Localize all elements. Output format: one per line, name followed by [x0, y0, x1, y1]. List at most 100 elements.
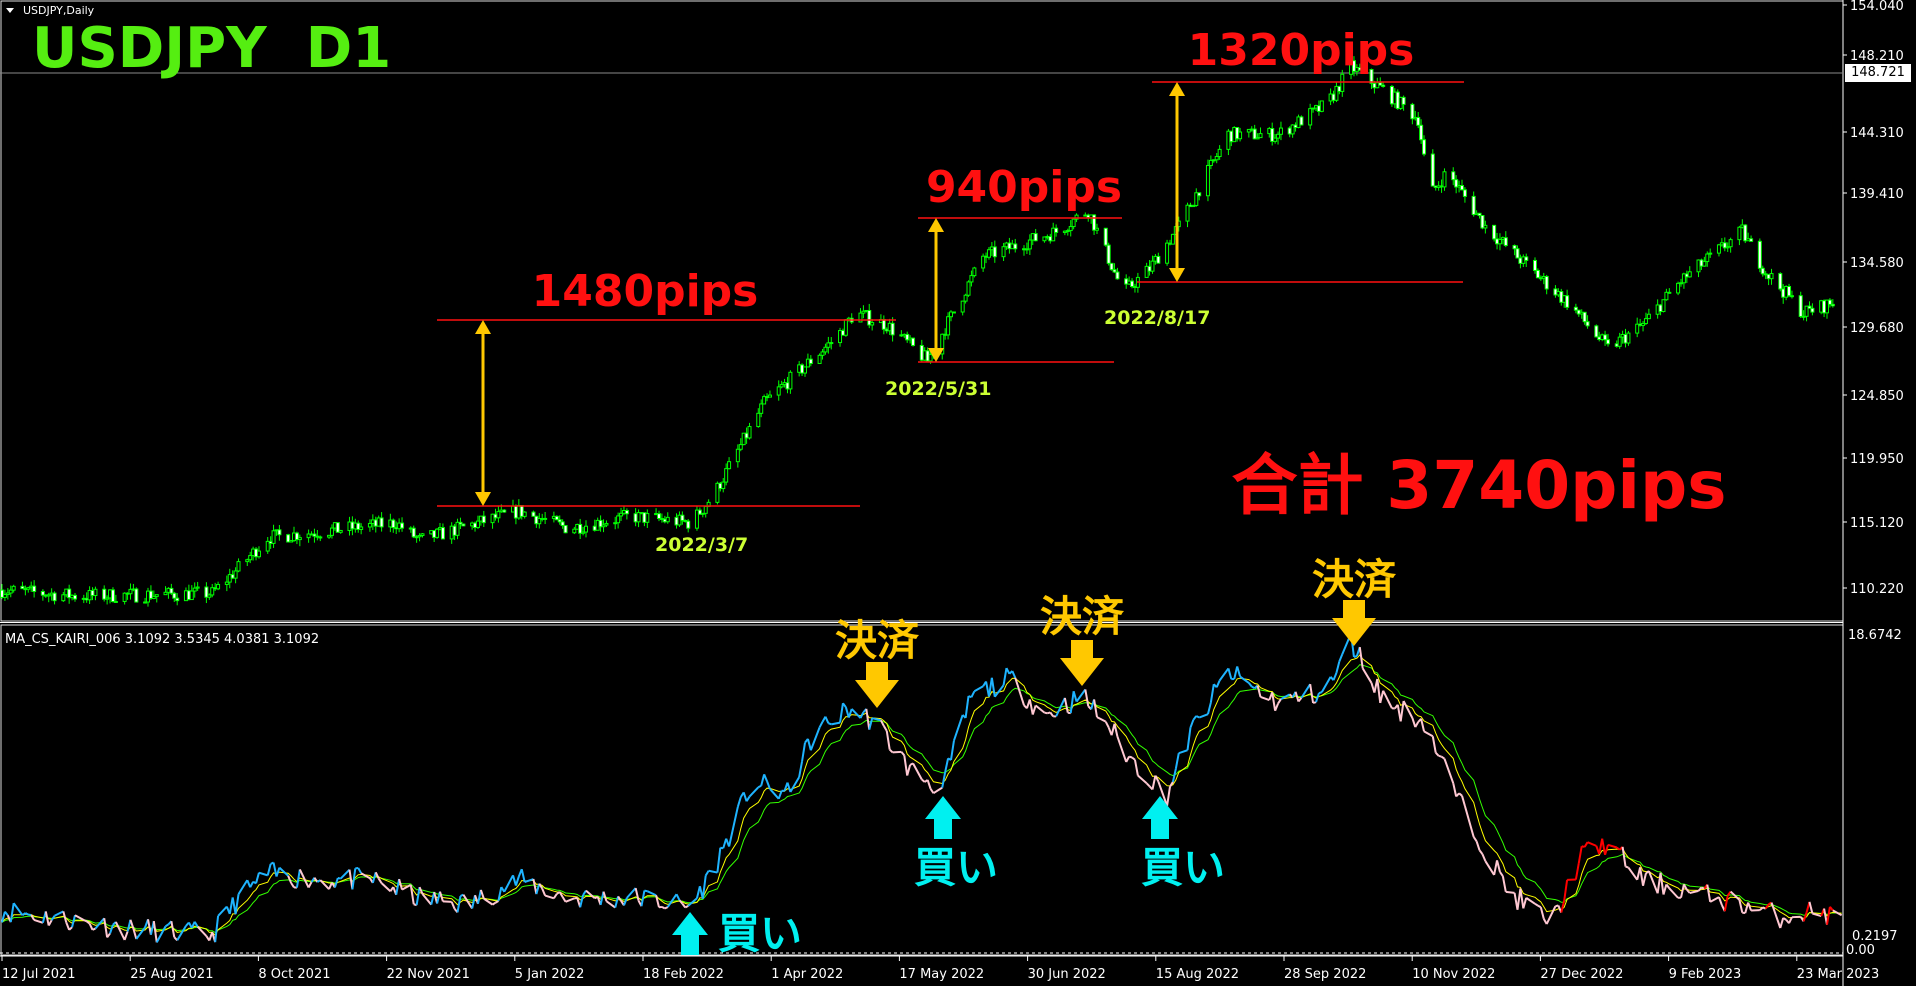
- kairi-segment: [1583, 841, 1589, 848]
- candle: [1217, 145, 1222, 160]
- kairi-segment: [968, 695, 972, 699]
- kairi-segment: [1545, 905, 1557, 925]
- candle: [703, 505, 708, 518]
- kairi-segment: [994, 684, 1005, 698]
- symbol-label: USDJPY,Daily: [23, 4, 95, 17]
- title-overlay: USDJPY D1: [32, 16, 391, 81]
- candle: [1664, 288, 1669, 301]
- kairi-segment: [1047, 711, 1051, 715]
- kairi-segment: [1829, 906, 1834, 912]
- kairi-segment: [462, 894, 473, 910]
- candle: [940, 333, 945, 360]
- candle: [169, 583, 174, 596]
- candle: [367, 519, 372, 532]
- kairi-segment: [1706, 884, 1712, 903]
- candle: [1422, 135, 1427, 157]
- candle: [265, 537, 270, 554]
- kairi-segment: [1668, 887, 1679, 899]
- price-panel[interactable]: [0, 0, 1844, 622]
- kairi-segment: [1420, 718, 1426, 732]
- kairi-segment: [1697, 886, 1703, 892]
- kairi-segment: [1131, 756, 1136, 761]
- buy-label: 買い: [914, 843, 998, 892]
- kairi-segment: [483, 897, 494, 906]
- price-tick: 115.120: [1850, 516, 1904, 531]
- date-label: 2022/5/31: [885, 378, 991, 400]
- kairi-segment: [827, 722, 832, 726]
- candle: [905, 331, 910, 343]
- kairi-segment: [1539, 907, 1545, 919]
- kairi-segment: [24, 912, 29, 916]
- date-label: 2022/8/17: [1104, 307, 1210, 329]
- candle: [1334, 82, 1339, 103]
- kairi-segment: [1151, 775, 1157, 790]
- candle: [420, 533, 425, 538]
- kairi-segment: [450, 901, 456, 910]
- kairi-segment: [170, 921, 176, 938]
- kairi-segment: [1335, 661, 1341, 674]
- exit-label: 決済: [1040, 592, 1125, 641]
- time-label: 27 Dec 2022: [1540, 967, 1623, 982]
- kairi-segment: [1133, 759, 1139, 776]
- price-tick: 134.580: [1850, 256, 1904, 271]
- kairi-segment: [409, 884, 415, 905]
- kairi-segment: [1309, 683, 1315, 704]
- kairi-segment: [1195, 715, 1200, 719]
- kairi-segment: [644, 889, 648, 893]
- kairi-segment: [1320, 676, 1332, 693]
- kairi-segment: [1662, 884, 1668, 895]
- candle: [1419, 119, 1424, 144]
- kairi-segment: [809, 726, 821, 751]
- candle: [1716, 243, 1721, 257]
- candle: [163, 586, 168, 596]
- kairi-segment: [661, 905, 666, 910]
- candle: [735, 444, 740, 468]
- candle: [359, 523, 364, 535]
- kairi-segment: [903, 755, 909, 776]
- kairi-segment: [439, 891, 444, 902]
- kairi-segment: [1209, 684, 1215, 703]
- candle: [1769, 268, 1774, 285]
- time-label: 5 Jan 2022: [515, 967, 585, 982]
- candle: [502, 509, 507, 513]
- candle: [1641, 320, 1646, 332]
- candle: [616, 512, 621, 529]
- kairi-segment: [1665, 883, 1671, 889]
- kairi-segment: [728, 806, 739, 847]
- kairi-segment: [605, 900, 616, 909]
- kairi-segment: [541, 888, 547, 896]
- kairi-segment: [1759, 906, 1764, 911]
- kairi-segment: [1574, 862, 1580, 880]
- indicator-panel[interactable]: [0, 624, 1844, 956]
- kairi-segment: [769, 788, 780, 800]
- kairi-segment: [532, 878, 538, 895]
- kairi-segment: [789, 776, 801, 793]
- kairi-segment: [1689, 889, 1699, 894]
- buy-marker: 買い: [672, 909, 802, 958]
- kairi-segment: [859, 711, 865, 719]
- time-label: 18 Feb 2022: [643, 967, 724, 982]
- candle: [1109, 262, 1114, 271]
- candle: [490, 513, 495, 529]
- kairi-segment: [237, 879, 249, 895]
- candle: [224, 575, 229, 592]
- dropdown-triangle-icon[interactable]: [6, 8, 14, 13]
- candle: [1667, 288, 1672, 294]
- kairi-segment: [4, 911, 9, 916]
- price-axis: 154.040 148.210 144.310 139.410 134.580 …: [1843, 0, 1904, 958]
- kairi-segment: [68, 926, 73, 931]
- candle: [1708, 248, 1713, 258]
- candle: [843, 319, 848, 337]
- kairi-segment: [1499, 871, 1504, 877]
- candle: [1480, 215, 1485, 230]
- candle: [1357, 63, 1362, 72]
- kairi-segment: [973, 685, 984, 693]
- kairi-segment: [1411, 717, 1417, 728]
- kairi-segment: [287, 875, 293, 884]
- kairi-segment: [842, 702, 847, 708]
- kairi-segment: [760, 774, 766, 786]
- candle: [1022, 245, 1026, 256]
- candle: [601, 519, 606, 533]
- candle: [1194, 188, 1199, 207]
